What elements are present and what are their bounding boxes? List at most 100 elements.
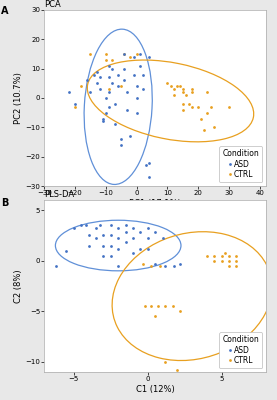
Point <box>148 303 153 310</box>
Point <box>94 68 99 75</box>
Point <box>175 367 179 373</box>
Point <box>86 232 91 239</box>
X-axis label: C1 (12%): C1 (12%) <box>136 385 175 394</box>
Point <box>227 104 231 110</box>
Point <box>227 258 231 264</box>
Point <box>178 260 183 267</box>
Point <box>171 303 175 310</box>
Point <box>163 359 168 365</box>
Point <box>109 232 113 239</box>
Y-axis label: C2 (8%): C2 (8%) <box>14 269 22 303</box>
Point <box>104 51 108 57</box>
Point <box>123 222 128 228</box>
Point <box>64 247 69 254</box>
Point <box>227 262 231 269</box>
Point <box>184 92 188 98</box>
Point <box>98 86 102 92</box>
Point <box>172 262 176 269</box>
Point <box>94 80 99 86</box>
Point <box>219 252 224 259</box>
Point <box>119 83 124 90</box>
Point <box>101 115 105 122</box>
Point <box>131 54 136 60</box>
Point <box>88 51 93 57</box>
Point <box>134 110 139 116</box>
Point <box>208 104 213 110</box>
Point <box>131 250 135 256</box>
Point <box>131 235 135 242</box>
Point <box>205 252 209 259</box>
Point <box>119 142 124 148</box>
Point <box>122 51 127 57</box>
Point <box>190 104 194 110</box>
Point <box>165 80 170 86</box>
Point <box>79 222 83 228</box>
Point <box>104 57 108 63</box>
Point <box>131 225 135 232</box>
Point <box>104 95 108 101</box>
Point <box>131 71 136 78</box>
Point <box>116 225 120 232</box>
Point <box>137 62 142 69</box>
Point <box>122 66 127 72</box>
Point <box>234 262 238 269</box>
Point <box>85 77 90 84</box>
Point <box>157 262 162 269</box>
Point <box>141 86 145 92</box>
Point <box>73 101 77 107</box>
Text: PCA: PCA <box>44 0 61 9</box>
Point <box>128 54 133 60</box>
Point <box>144 162 148 169</box>
Point <box>145 225 150 232</box>
Point <box>123 229 128 236</box>
Point <box>116 235 120 242</box>
Point <box>119 136 124 142</box>
Point <box>234 258 238 264</box>
Y-axis label: PC2 (10.7%): PC2 (10.7%) <box>14 72 22 124</box>
Point <box>101 118 105 125</box>
Point <box>101 232 106 239</box>
Point <box>109 252 113 259</box>
Point <box>116 262 120 269</box>
Point <box>199 115 204 122</box>
Point <box>196 104 201 110</box>
Point <box>138 229 143 236</box>
Point <box>212 252 216 259</box>
Point <box>141 260 145 267</box>
Point <box>178 308 183 314</box>
Point <box>110 57 114 63</box>
Point <box>134 83 139 90</box>
Point <box>125 106 130 113</box>
Point <box>147 159 151 166</box>
Point <box>148 262 153 269</box>
Point <box>67 89 71 95</box>
Point <box>190 89 194 95</box>
Point <box>72 225 76 232</box>
Point <box>202 127 207 134</box>
Point <box>156 303 160 310</box>
Point <box>145 245 150 252</box>
Point <box>107 89 111 95</box>
Point <box>122 51 127 57</box>
Point <box>163 303 168 310</box>
Point <box>109 242 113 249</box>
Point <box>163 262 168 269</box>
Point <box>86 242 91 249</box>
Point <box>113 121 117 128</box>
Point <box>110 66 114 72</box>
Point <box>171 86 176 92</box>
Point <box>160 235 165 242</box>
Point <box>110 80 114 86</box>
Point <box>98 74 102 81</box>
Point <box>205 89 210 95</box>
Point <box>222 250 227 256</box>
Point <box>181 106 185 113</box>
Point <box>181 89 185 95</box>
Text: B: B <box>1 198 9 208</box>
Point <box>147 174 151 180</box>
Point <box>98 222 103 228</box>
Point <box>101 252 106 259</box>
Point <box>145 235 150 242</box>
Point <box>178 83 182 90</box>
Point <box>54 262 58 269</box>
